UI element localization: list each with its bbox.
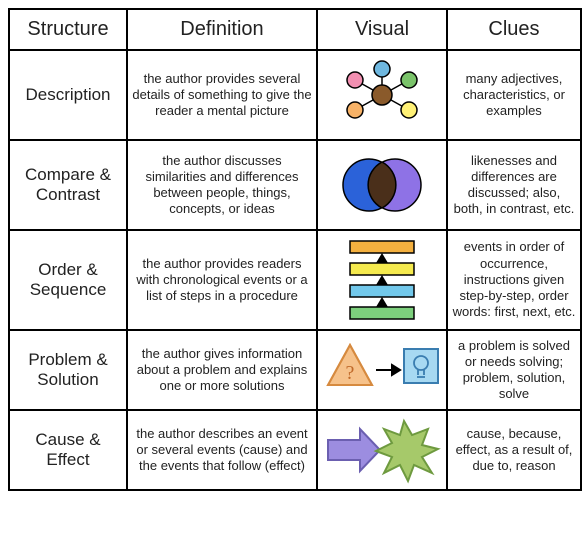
- table-row: Problem & Solution the author gives info…: [9, 330, 581, 410]
- structure-cell: Cause & Effect: [9, 410, 127, 490]
- clues-cell: likenesses and differences are discussed…: [447, 140, 581, 230]
- visual-cell: [317, 50, 447, 140]
- definition-cell: the author describes an event or several…: [127, 410, 317, 490]
- col-visual: Visual: [317, 9, 447, 50]
- table-row: Compare & Contrast the author discusses …: [9, 140, 581, 230]
- header-row: Structure Definition Visual Clues: [9, 9, 581, 50]
- cause-effect-icon: [322, 415, 442, 485]
- visual-cell: [317, 410, 447, 490]
- visual-cell: ?: [317, 330, 447, 410]
- col-structure: Structure: [9, 9, 127, 50]
- sequence-icon: [332, 235, 432, 325]
- clues-cell: many adjectives, characteristics, or exa…: [447, 50, 581, 140]
- table-row: Cause & Effect the author describes an e…: [9, 410, 581, 490]
- visual-cell: [317, 140, 447, 230]
- visual-cell: [317, 230, 447, 330]
- cluster-icon: [332, 55, 432, 135]
- clues-cell: a problem is solved or needs solving; pr…: [447, 330, 581, 410]
- text-structures-table: Structure Definition Visual Clues Descri…: [8, 8, 582, 491]
- definition-cell: the author discusses similarities and di…: [127, 140, 317, 230]
- definition-cell: the author provides readers with chronol…: [127, 230, 317, 330]
- col-definition: Definition: [127, 9, 317, 50]
- structure-cell: Compare & Contrast: [9, 140, 127, 230]
- table-row: Order & Sequence the author provides rea…: [9, 230, 581, 330]
- definition-cell: the author provides several details of s…: [127, 50, 317, 140]
- structure-cell: Description: [9, 50, 127, 140]
- clues-cell: cause, because, effect, as a result of, …: [447, 410, 581, 490]
- clues-cell: events in order of occurrence, instructi…: [447, 230, 581, 330]
- col-clues: Clues: [447, 9, 581, 50]
- definition-cell: the author gives information about a pro…: [127, 330, 317, 410]
- structure-cell: Order & Sequence: [9, 230, 127, 330]
- svg-text:?: ?: [346, 362, 355, 384]
- table-row: Description the author provides several …: [9, 50, 581, 140]
- problem-solution-icon: ?: [322, 335, 442, 405]
- structure-cell: Problem & Solution: [9, 330, 127, 410]
- venn-icon: [327, 145, 437, 225]
